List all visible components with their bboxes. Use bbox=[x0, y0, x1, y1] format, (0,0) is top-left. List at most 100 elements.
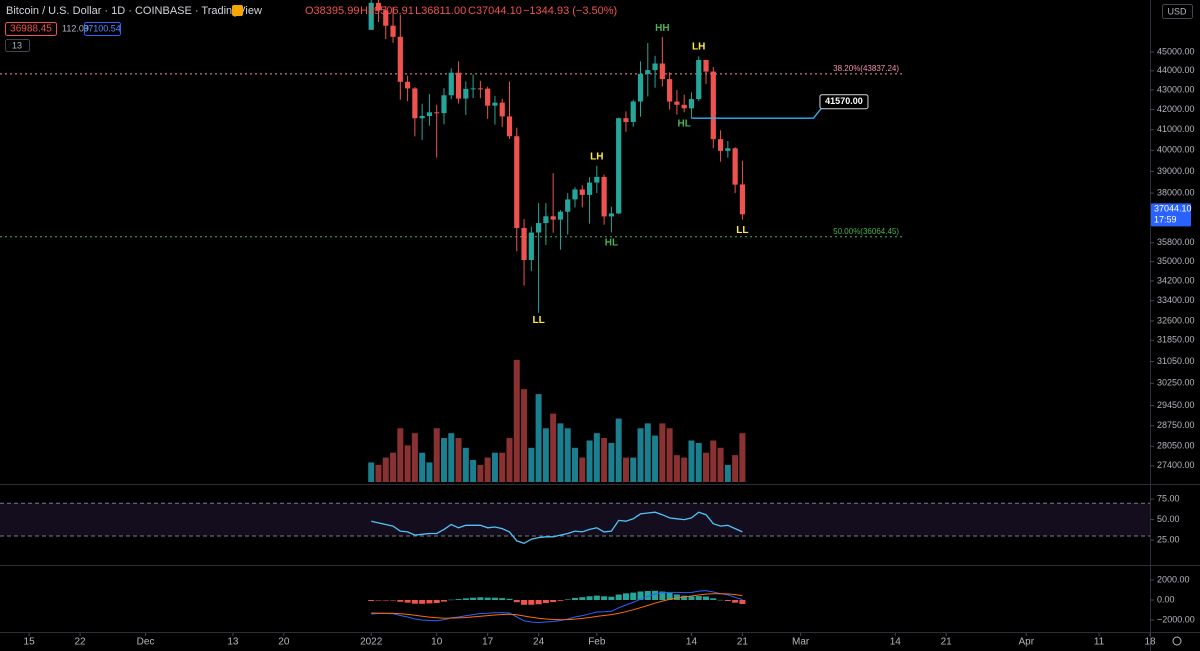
macd-histogram-bar bbox=[630, 592, 637, 600]
symbol-title: Bitcoin / U.S. Dollar · 1D · COINBASE · … bbox=[6, 5, 262, 17]
buy-button[interactable] bbox=[84, 22, 121, 36]
volume-bar bbox=[462, 447, 469, 482]
volume-bar bbox=[557, 423, 564, 482]
last-price-box bbox=[1151, 203, 1191, 227]
swing-label: LL bbox=[532, 315, 544, 326]
volume-bar bbox=[644, 423, 651, 482]
macd-histogram-bar bbox=[375, 600, 382, 601]
countdown: 17:59 bbox=[1154, 215, 1177, 225]
y-tick-label: 45000.00 bbox=[1157, 46, 1195, 56]
x-tick-label: 24 bbox=[533, 637, 545, 648]
candle-body bbox=[528, 232, 534, 260]
volume-bar bbox=[703, 452, 710, 482]
y-tick-label: 42000.00 bbox=[1157, 104, 1195, 114]
y-tick-label: 40000.00 bbox=[1157, 145, 1195, 155]
candle-body bbox=[397, 36, 403, 82]
volume-bar bbox=[470, 460, 477, 482]
candle-body bbox=[455, 72, 462, 99]
y-tick-label: 33400.00 bbox=[1157, 295, 1195, 305]
macd-histogram-bar bbox=[542, 600, 549, 603]
x-tick-label: 13 bbox=[227, 637, 239, 648]
macd-histogram-bar bbox=[368, 600, 375, 601]
candle-body bbox=[725, 148, 731, 151]
volume-bar bbox=[572, 447, 578, 482]
candle-body bbox=[601, 176, 607, 217]
y-tick-label: 28050.00 bbox=[1157, 441, 1195, 451]
candle-body bbox=[652, 63, 658, 71]
candle-body bbox=[616, 118, 622, 214]
macd-histogram-bar bbox=[688, 596, 695, 600]
macd-histogram-bar bbox=[572, 597, 578, 600]
y-tick-label: 44000.00 bbox=[1157, 65, 1195, 75]
volume-bar bbox=[673, 455, 680, 482]
candle-body bbox=[674, 101, 680, 105]
sell-button[interactable] bbox=[5, 22, 57, 36]
candle-body bbox=[659, 63, 665, 80]
macd-histogram-bar bbox=[673, 594, 680, 600]
macd-histogram-bar bbox=[470, 597, 477, 600]
macd-histogram-bar bbox=[681, 595, 688, 600]
fib-level-label: 38.20%(43837.24) bbox=[833, 64, 899, 73]
volume-bar bbox=[608, 442, 615, 482]
close-value: C37044.10 bbox=[468, 5, 522, 17]
candle-body bbox=[557, 211, 564, 220]
x-tick-label: 20 bbox=[278, 637, 290, 648]
macd-histogram-bar bbox=[535, 600, 542, 605]
y-tick-label: 30250.00 bbox=[1157, 378, 1195, 388]
candle-body bbox=[710, 71, 716, 140]
candle-body bbox=[696, 59, 702, 100]
candle-body bbox=[419, 116, 425, 119]
macd-histogram-bar bbox=[717, 599, 724, 601]
macd-histogram-bar bbox=[710, 598, 717, 600]
volume-bar bbox=[681, 457, 688, 482]
macd-histogram-bar bbox=[557, 600, 564, 601]
swing-label: LH bbox=[692, 42, 705, 53]
low-value: L36811.00 bbox=[415, 5, 466, 17]
volume-bar bbox=[637, 428, 644, 482]
open-value: O38395.99 bbox=[305, 5, 359, 17]
macd-histogram-bar bbox=[579, 597, 586, 600]
volume-bar bbox=[506, 438, 513, 482]
macd-histogram-bar bbox=[404, 600, 411, 603]
x-tick-label: 11 bbox=[1094, 637, 1105, 648]
candle-body bbox=[485, 88, 491, 106]
candle-body bbox=[717, 139, 724, 151]
candle-body bbox=[637, 73, 644, 102]
macd-histogram-bar bbox=[462, 598, 469, 600]
candle-body bbox=[645, 70, 651, 74]
swing-label: HH bbox=[655, 23, 669, 34]
x-tick-label: Apr bbox=[1018, 637, 1034, 648]
volume-bar bbox=[455, 438, 462, 482]
candle-body bbox=[594, 176, 600, 183]
candle-body bbox=[630, 101, 636, 122]
y-tick-label: 75.00 bbox=[1157, 493, 1180, 503]
candle-body bbox=[608, 213, 614, 217]
macd-histogram-bar bbox=[433, 600, 440, 603]
candle-body bbox=[536, 223, 542, 233]
macd-histogram-bar bbox=[637, 591, 644, 600]
indicator-toggle[interactable] bbox=[5, 39, 30, 52]
volume-bar bbox=[550, 413, 557, 482]
macd-histogram-bar bbox=[652, 590, 659, 600]
volume-bar bbox=[601, 438, 608, 482]
settings-icon[interactable] bbox=[1172, 636, 1182, 646]
volume-bar bbox=[593, 433, 600, 482]
volume-bar bbox=[477, 464, 484, 482]
volume-bar bbox=[579, 457, 586, 482]
candle-body bbox=[492, 102, 498, 106]
macd-histogram-bar bbox=[666, 593, 673, 600]
y-tick-label: 32600.00 bbox=[1157, 315, 1195, 325]
candle-body bbox=[368, 2, 374, 30]
candle-body bbox=[412, 88, 418, 119]
macd-histogram-bar bbox=[550, 600, 557, 602]
currency-button[interactable] bbox=[1162, 4, 1193, 19]
candle-body bbox=[470, 88, 476, 90]
y-tick-label: 2000.00 bbox=[1157, 574, 1190, 584]
volume-bar bbox=[710, 440, 717, 482]
y-tick-label: 31850.00 bbox=[1157, 335, 1195, 345]
candle-body bbox=[506, 116, 513, 137]
candle-body bbox=[434, 112, 440, 114]
candle-body bbox=[681, 104, 687, 109]
candle-body bbox=[572, 189, 578, 200]
